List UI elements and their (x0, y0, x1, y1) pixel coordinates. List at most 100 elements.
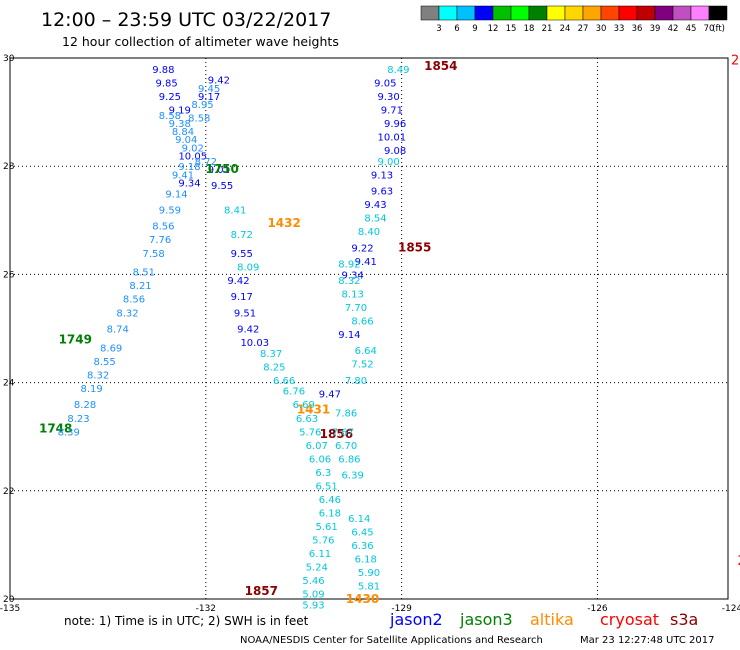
y-tick-label: 22 (3, 487, 14, 497)
plot-frame (9, 57, 729, 600)
wave-height-label: 8.55 (94, 357, 116, 368)
wave-height-label: 9.55 (211, 181, 233, 192)
wave-height-label: 9.14 (338, 330, 360, 341)
colorbar-label: 33 (614, 24, 625, 34)
colorbar-label: 27 (578, 24, 589, 34)
wave-height-label: 9.17 (231, 292, 253, 303)
colorbar-swatch (492, 5, 512, 21)
colorbar-label: 12 (488, 24, 499, 34)
colorbar-swatch (420, 5, 440, 21)
x-tick-label: -132 (196, 604, 216, 614)
wave-height-label: 9.22 (351, 243, 373, 254)
colorbar-label: 18 (524, 24, 535, 34)
wave-height-label: 8.19 (80, 384, 102, 395)
colorbar-label: 39 (650, 24, 661, 34)
wave-height-label: 9.01 (208, 165, 230, 176)
wave-height-label: 8.23 (67, 414, 89, 425)
wave-height-label: 9.42 (227, 276, 249, 287)
wave-height-label: 8.09 (237, 262, 259, 273)
wave-height-label: 8.32 (87, 370, 109, 381)
wave-height-label: 7.80 (345, 376, 367, 387)
wave-height-label: 7.67 (332, 427, 354, 438)
colorbar-swatch (582, 5, 602, 21)
wave-height-label: 10.03 (240, 338, 269, 349)
pass-time-label: 1431 (297, 403, 330, 417)
colorbar-swatch (618, 5, 638, 21)
wave-height-label: 9.17 (198, 92, 220, 103)
wave-height-label: 7.52 (351, 360, 373, 371)
wave-height-label: 5.90 (358, 568, 380, 579)
wave-height-label: 6.06 (309, 454, 331, 465)
y-tick-label: 20 (3, 595, 15, 605)
colorbar-swatch (564, 5, 584, 21)
wave-height-label: 5.61 (315, 522, 337, 533)
colorbar-swatch (528, 5, 548, 21)
colorbar-label: 70 (704, 24, 715, 34)
colorbar-label: 9 (472, 24, 477, 34)
wave-height-label: 9.42 (208, 76, 230, 87)
colorbar-swatch (672, 5, 692, 21)
colorbar-swatch (456, 5, 476, 21)
wave-height-label: 5.24 (306, 563, 328, 574)
wave-height-label: 5.09 (302, 590, 324, 601)
colorbar-label: 24 (560, 24, 571, 34)
wave-height-label: 9.38 (169, 119, 191, 130)
colorbar: 3 6 9 12 15 18 21 24 27 30 33 36 39 42 45 70(ft) (420, 5, 728, 34)
wave-height-label: 5.46 (302, 576, 324, 587)
wave-height-label: 6.11 (309, 549, 331, 560)
footer-timestamp: Mar 23 12:27:48 UTC 2017 (580, 635, 715, 646)
colorbar-label: 42 (668, 24, 679, 34)
legend-jason3: jason3 (459, 610, 513, 629)
footer-credit: NOAA/NESDIS Center for Satellite Applica… (240, 635, 543, 646)
wave-height-label: 8.32 (338, 276, 360, 287)
wave-height-label: 9.41 (355, 257, 377, 268)
wave-height-label: 9.42 (237, 325, 259, 336)
colorbar-label: 36 (632, 24, 643, 34)
pass-time-label: 1430 (346, 592, 379, 606)
wave-height-label: 9.34 (342, 270, 364, 281)
wave-height-label: 9.30 (377, 92, 399, 103)
wave-height-label: 9.18 (178, 162, 200, 173)
colorbar-unit: (ft) (712, 24, 725, 34)
wave-height-label: 9.59 (159, 205, 181, 216)
wave-height-label: 5.81 (358, 581, 380, 592)
colorbar-swatch (708, 5, 728, 21)
wave-height-label: 8.49 (387, 65, 409, 76)
wave-height-label: 6.70 (335, 441, 357, 452)
pass-time-label: 2017 (731, 54, 740, 69)
pass-time-label: 1748 (39, 422, 72, 436)
wave-height-label: 7.86 (335, 408, 357, 419)
wave-height-label: 8.41 (224, 205, 246, 216)
colorbar-swatch (636, 5, 656, 21)
colorbar-label: 45 (686, 24, 697, 34)
colorbar-swatch (654, 5, 674, 21)
wave-height-label: 8.37 (260, 349, 282, 360)
wave-height-label: 8.66 (351, 316, 373, 327)
wave-height-label: 9.13 (371, 170, 393, 181)
pass-time-label: 1432 (267, 216, 300, 230)
wave-height-label: 9.02 (182, 143, 204, 154)
wave-height-label: 8.72 (231, 230, 253, 241)
wave-height-label: 8.32 (116, 308, 138, 319)
wave-height-label: 8.13 (342, 289, 364, 300)
wave-height-label: 9.55 (231, 249, 253, 260)
wave-height-label: 6.3 (315, 468, 331, 479)
wave-height-label: 6.45 (351, 527, 373, 538)
chart-title: 12:00 – 23:59 UTC 03/22/2017 (41, 9, 331, 31)
wave-height-label: 7.58 (142, 249, 164, 260)
wave-height-label: 8.74 (107, 325, 129, 336)
wave-height-label: 9.88 (152, 65, 174, 76)
pass-time-label: 2020 (738, 554, 740, 569)
y-tick-label: 30 (3, 54, 15, 64)
pass-time-label: 1856 (320, 427, 353, 441)
wave-height-label: 5.76 (312, 535, 334, 546)
wave-height-label: 10.01 (378, 132, 407, 143)
wave-height-label: 6.14 (348, 514, 370, 525)
wave-height-label: 8.40 (358, 227, 380, 238)
x-tick-label: -124 (722, 604, 740, 614)
wave-height-label: 9.34 (178, 178, 200, 189)
wave-height-label: 8.28 (74, 400, 96, 411)
wave-height-label: 9.71 (381, 105, 403, 116)
wave-height-label: 6.63 (296, 414, 318, 425)
